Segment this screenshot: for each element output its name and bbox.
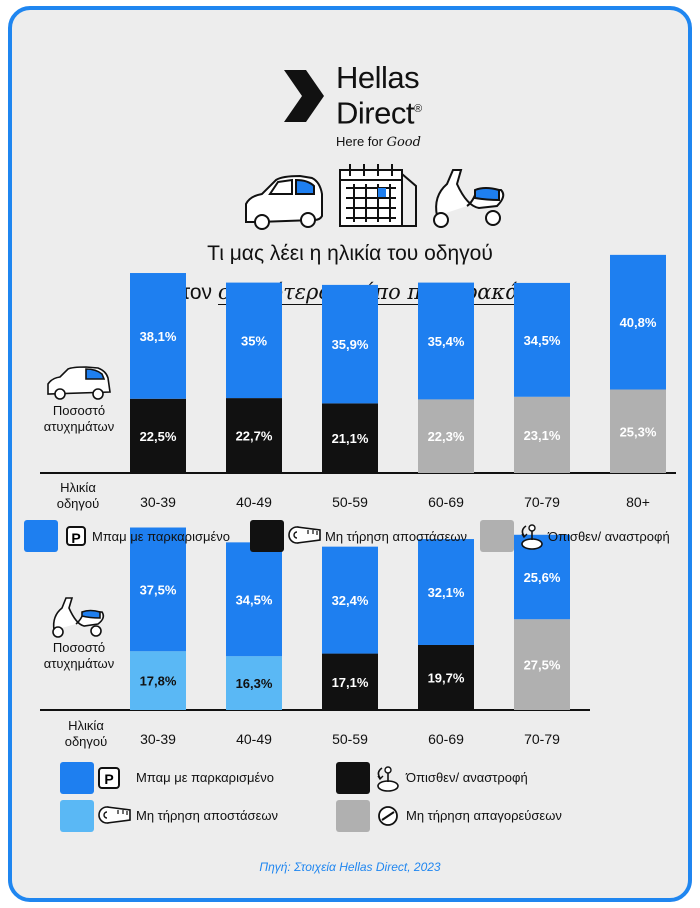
chart2-bar-40-49-series1 <box>226 656 282 710</box>
car-illustration-icon <box>245 174 323 230</box>
chart-car: 22,5% 38,1% 30-39 22,7% 35% 40-49 21,1% 35,9% 50… <box>40 254 676 747</box>
chart1-data-label: 22,3% <box>428 429 465 444</box>
scooter-icon <box>52 597 105 638</box>
chart1-bar-80+-series2 <box>610 389 666 473</box>
chart1-data-label: 35,9% <box>332 337 369 352</box>
legend1-label-reverse: Όπισθεν/ αναστροφή <box>548 529 670 544</box>
parking-icon: P <box>66 526 86 546</box>
chart1-tick-label: 50-59 <box>332 494 368 510</box>
chart1-data-label: 40,8% <box>620 315 657 330</box>
chart1-data-label: 22,5% <box>140 429 177 444</box>
chart2-bar-70-79-series3 <box>514 619 570 710</box>
chart2-xlabel: Ηλικία οδηγού <box>64 718 108 749</box>
chart2-data-label: 19,7% <box>428 670 465 685</box>
chart2-data-label: 34,5% <box>236 592 273 607</box>
chart2-tick-label: 50-59 <box>332 731 368 747</box>
chart2-bar-50-59-series2 <box>322 653 378 710</box>
chart2-tick-label: 70-79 <box>524 731 560 747</box>
chart1-data-label: 35% <box>241 333 267 348</box>
no-entry-icon <box>378 806 398 826</box>
chart1-tick-label: 40-49 <box>236 494 272 510</box>
parking-icon: P <box>98 767 120 789</box>
chart1-bar-70-79-series0 <box>514 282 570 397</box>
chart1-xlabel: Ηλικία οδηγού <box>56 480 100 511</box>
chart2-tick-label: 40-49 <box>236 731 272 747</box>
legend1-swatch-black <box>250 520 284 552</box>
chart2-bar-60-69-series2 <box>418 644 474 710</box>
legend1-swatch-blue <box>24 520 58 552</box>
chart2-data-label: 17,1% <box>332 675 369 690</box>
car-icon <box>47 366 111 400</box>
chart1-bar-80+-series0 <box>610 254 666 390</box>
chart2-data-label: 17,8% <box>140 674 177 689</box>
reverse-icon <box>521 524 543 550</box>
header-illustrations <box>245 164 505 230</box>
chart1-data-label: 34,5% <box>524 333 561 348</box>
logo-line1: Hellas <box>336 60 420 95</box>
chart2-bar-70-79-series0 <box>514 534 570 620</box>
title-line1: Τι μας λέει η ηλικία του οδηγού <box>207 242 493 265</box>
chart2-bar-50-59-series0 <box>322 546 378 654</box>
legend2-swatch-gray <box>336 800 370 832</box>
chart2-bar-30-39-series0 <box>130 527 186 652</box>
chart1-ylabel: Ποσοστό ατυχημάτων <box>43 403 115 434</box>
chart2-data-label: 32,4% <box>332 593 369 608</box>
chart1-bar-70-79-series2 <box>514 396 570 473</box>
legend2-swatch-lightblue <box>60 800 94 832</box>
chart2-data-label: 37,5% <box>140 582 177 597</box>
chart1-data-label: 35,4% <box>428 334 465 349</box>
chart1-data-label: 23,1% <box>524 428 561 443</box>
hellas-direct-logo: Hellas Direct® Here for Good <box>280 62 450 157</box>
chart2-data-label: 16,3% <box>236 676 273 691</box>
chart1-tick-label: 70-79 <box>524 494 560 510</box>
chart1-bar-60-69-series0 <box>418 282 474 400</box>
chart1-data-label: 21,1% <box>332 431 369 446</box>
legend2-label-distance: Μη τήρηση αποστάσεων <box>136 808 279 823</box>
tape-measure-icon <box>98 806 131 824</box>
chart1-tick-label: 60-69 <box>428 494 464 510</box>
chart1-data-label: 25,3% <box>620 424 657 439</box>
legend2-label-prohibition: Μη τήρηση απαγορεύσεων <box>406 808 562 823</box>
chart1-bar-40-49-series0 <box>226 282 282 399</box>
chart1-data-label: 22,7% <box>236 429 273 444</box>
chart2-bar-60-69-series0 <box>418 539 474 645</box>
chart2-ylabel: Ποσοστό ατυχημάτων <box>43 640 115 671</box>
legend2-label-parking: Μπαμ με παρκαρισμένο <box>136 770 275 785</box>
chart1-bar-50-59-series1 <box>322 403 378 473</box>
chart2-data-label: 32,1% <box>428 585 465 600</box>
chart1-tick-label: 30-39 <box>140 494 176 510</box>
logo-tagline: Here for Good <box>336 134 421 150</box>
chart1-data-label: 38,1% <box>140 329 177 344</box>
chart2-bar-40-49-series0 <box>226 542 282 657</box>
chart1-bar-40-49-series1 <box>226 398 282 473</box>
legend2-swatch-blue <box>60 762 94 794</box>
chart2-bar-30-39-series1 <box>130 651 186 710</box>
reverse-icon <box>377 766 399 792</box>
chart2-data-label: 25,6% <box>524 570 561 585</box>
source-note: Πηγή: Στοιχεία Hellas Direct, 2023 <box>259 860 441 874</box>
legend1-label-parking: Μπαμ με παρκαρισμένο <box>92 529 231 544</box>
chart1-bar-30-39-series1 <box>130 398 186 473</box>
chart1-tick-label: 80+ <box>626 494 650 510</box>
chart2-tick-label: 60-69 <box>428 731 464 747</box>
legend1-label-distance: Μη τήρηση αποστάσεων <box>325 529 468 544</box>
legend2-swatch-black <box>336 762 370 794</box>
logo-line2: Direct® <box>336 95 422 131</box>
calendar-illustration-icon <box>339 164 417 227</box>
legend1-swatch-gray <box>480 520 514 552</box>
legend2-label-reverse: Όπισθεν/ αναστροφή <box>406 770 528 785</box>
scooter-illustration-icon <box>433 169 505 228</box>
tape-measure-icon <box>288 526 321 544</box>
chart2-tick-label: 30-39 <box>140 731 176 747</box>
chart1-bar-50-59-series0 <box>322 284 378 404</box>
chevron-logo-icon <box>284 70 324 122</box>
infographic-frame: Hellas Direct® Here for Good Τι μας λέει <box>8 6 692 902</box>
chart2-data-label: 27,5% <box>524 658 561 673</box>
chart1-bar-60-69-series2 <box>418 399 474 473</box>
chart1-bar-30-39-series0 <box>130 273 186 399</box>
